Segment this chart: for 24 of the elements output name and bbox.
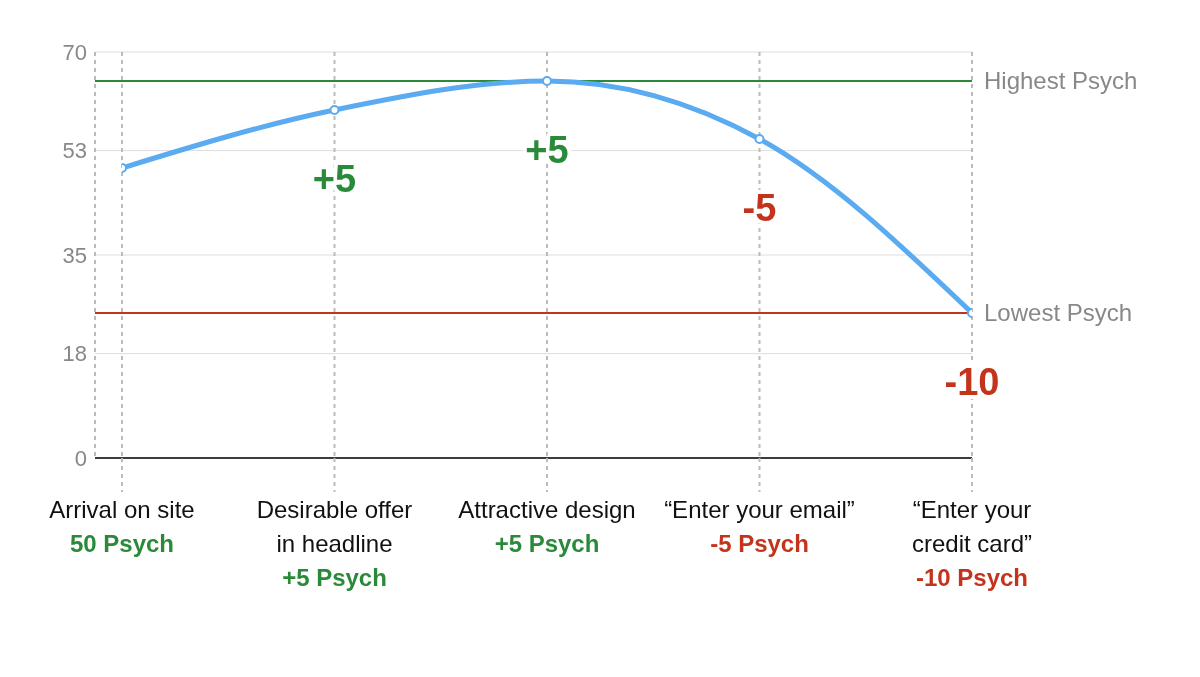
annotation: -5 — [742, 187, 777, 229]
text: +5 Psych — [494, 530, 600, 557]
text: -5 Psych — [710, 530, 809, 557]
x-tick-label: “Enter your credit card” — [911, 496, 1033, 557]
x-tick-label: Desirable offer in headline — [256, 496, 413, 557]
y-tick-label: 18 — [62, 341, 87, 367]
annotation: +5 — [525, 129, 569, 171]
text: 50 Psych — [69, 530, 175, 557]
y-tick-label: 0 — [74, 445, 87, 471]
y-tick-label: 70 — [62, 39, 87, 65]
x-tick-label: Arrival on site — [49, 496, 195, 523]
annotation: +5 — [312, 158, 357, 200]
y-tick-label: 53 — [62, 138, 87, 164]
point — [329, 105, 340, 115]
annotation: -10 — [944, 361, 1000, 403]
x-tick-label: Attractive design — [458, 496, 636, 523]
ref-line-label: Highest Psych — [984, 67, 1138, 94]
x-tick-label: “Enter your email” — [664, 496, 855, 523]
point — [754, 134, 765, 144]
y-tick-label: 35 — [62, 242, 87, 268]
text: -10 Psych — [915, 564, 1029, 591]
text: +5 Psych — [282, 564, 387, 591]
ref-line-label: Lowest Psych — [984, 299, 1133, 326]
point — [542, 76, 552, 86]
